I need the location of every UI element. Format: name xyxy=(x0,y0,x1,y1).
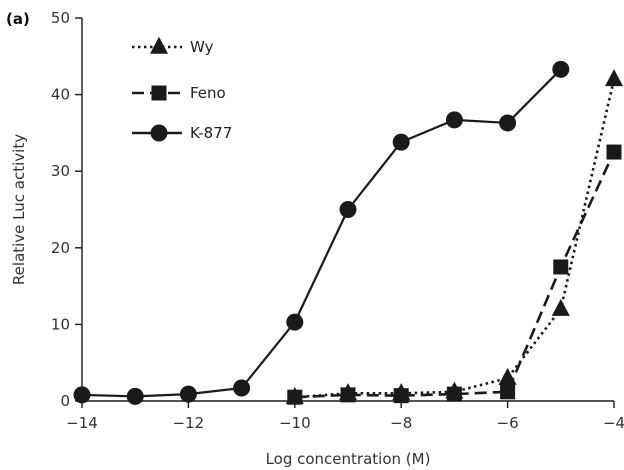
series-line-feno xyxy=(294,151,616,399)
y-tick-label: 0 xyxy=(60,392,70,410)
data-point-k-877 xyxy=(499,114,517,132)
data-point-k-877 xyxy=(286,313,304,331)
data-point-wy xyxy=(445,381,464,399)
legend-label-k-877: K-877 xyxy=(190,124,232,142)
data-point-k-877 xyxy=(552,60,570,78)
y-tick-label: 50 xyxy=(51,9,70,27)
y-tick-label: 40 xyxy=(51,86,70,104)
y-axis-title: Relative Luc activity xyxy=(10,134,28,285)
data-point-wy xyxy=(392,383,411,401)
legend-item-feno: Feno xyxy=(132,84,226,102)
legend-label-wy: Wy xyxy=(190,38,214,56)
y-tick-label: 10 xyxy=(51,315,70,333)
data-point-k-877 xyxy=(445,111,463,129)
legend-marker-k-877 xyxy=(150,124,168,142)
x-tick-label: −8 xyxy=(390,414,412,432)
y-tick-label: 20 xyxy=(51,239,70,257)
legend-item-wy: Wy xyxy=(132,36,214,56)
data-point-feno xyxy=(500,384,516,400)
x-tick-label: −6 xyxy=(497,414,519,432)
data-point-wy xyxy=(498,367,517,385)
data-point-k-877 xyxy=(179,385,197,403)
series-wy xyxy=(285,69,623,404)
data-point-k-877 xyxy=(392,133,410,151)
legend-marker-feno xyxy=(151,85,167,101)
series-line-k-877 xyxy=(81,68,562,398)
y-tick-label: 30 xyxy=(51,162,70,180)
data-point-wy xyxy=(551,298,570,316)
panel-label: (a) xyxy=(6,10,30,28)
x-axis-title: Log concentration (M) xyxy=(266,450,431,468)
x-tick-label: −12 xyxy=(173,414,205,432)
data-point-k-877 xyxy=(339,201,357,218)
data-point-k-877 xyxy=(126,387,144,405)
x-tick-label: −10 xyxy=(279,414,311,432)
legend-marker-wy xyxy=(150,36,168,54)
series-feno xyxy=(287,144,622,405)
legend-label-feno: Feno xyxy=(190,84,226,102)
legend: Wy Feno K-877 xyxy=(132,36,232,142)
series-k-877 xyxy=(73,60,570,405)
data-point-feno xyxy=(553,259,569,275)
ticks: 0 10 20 30 40 50 −14 −12 −10 −8 −6 −4 xyxy=(51,9,624,432)
data-point-feno xyxy=(606,144,622,160)
legend-item-k-877: K-877 xyxy=(132,124,232,142)
data-point-wy xyxy=(339,383,357,401)
x-tick-label: −4 xyxy=(603,414,624,432)
data-point-k-877 xyxy=(233,379,251,397)
data-point-wy xyxy=(605,69,623,87)
data-point-k-877 xyxy=(73,386,91,404)
series xyxy=(73,60,623,405)
data-point-wy xyxy=(285,386,304,404)
x-tick-label: −14 xyxy=(66,414,98,432)
